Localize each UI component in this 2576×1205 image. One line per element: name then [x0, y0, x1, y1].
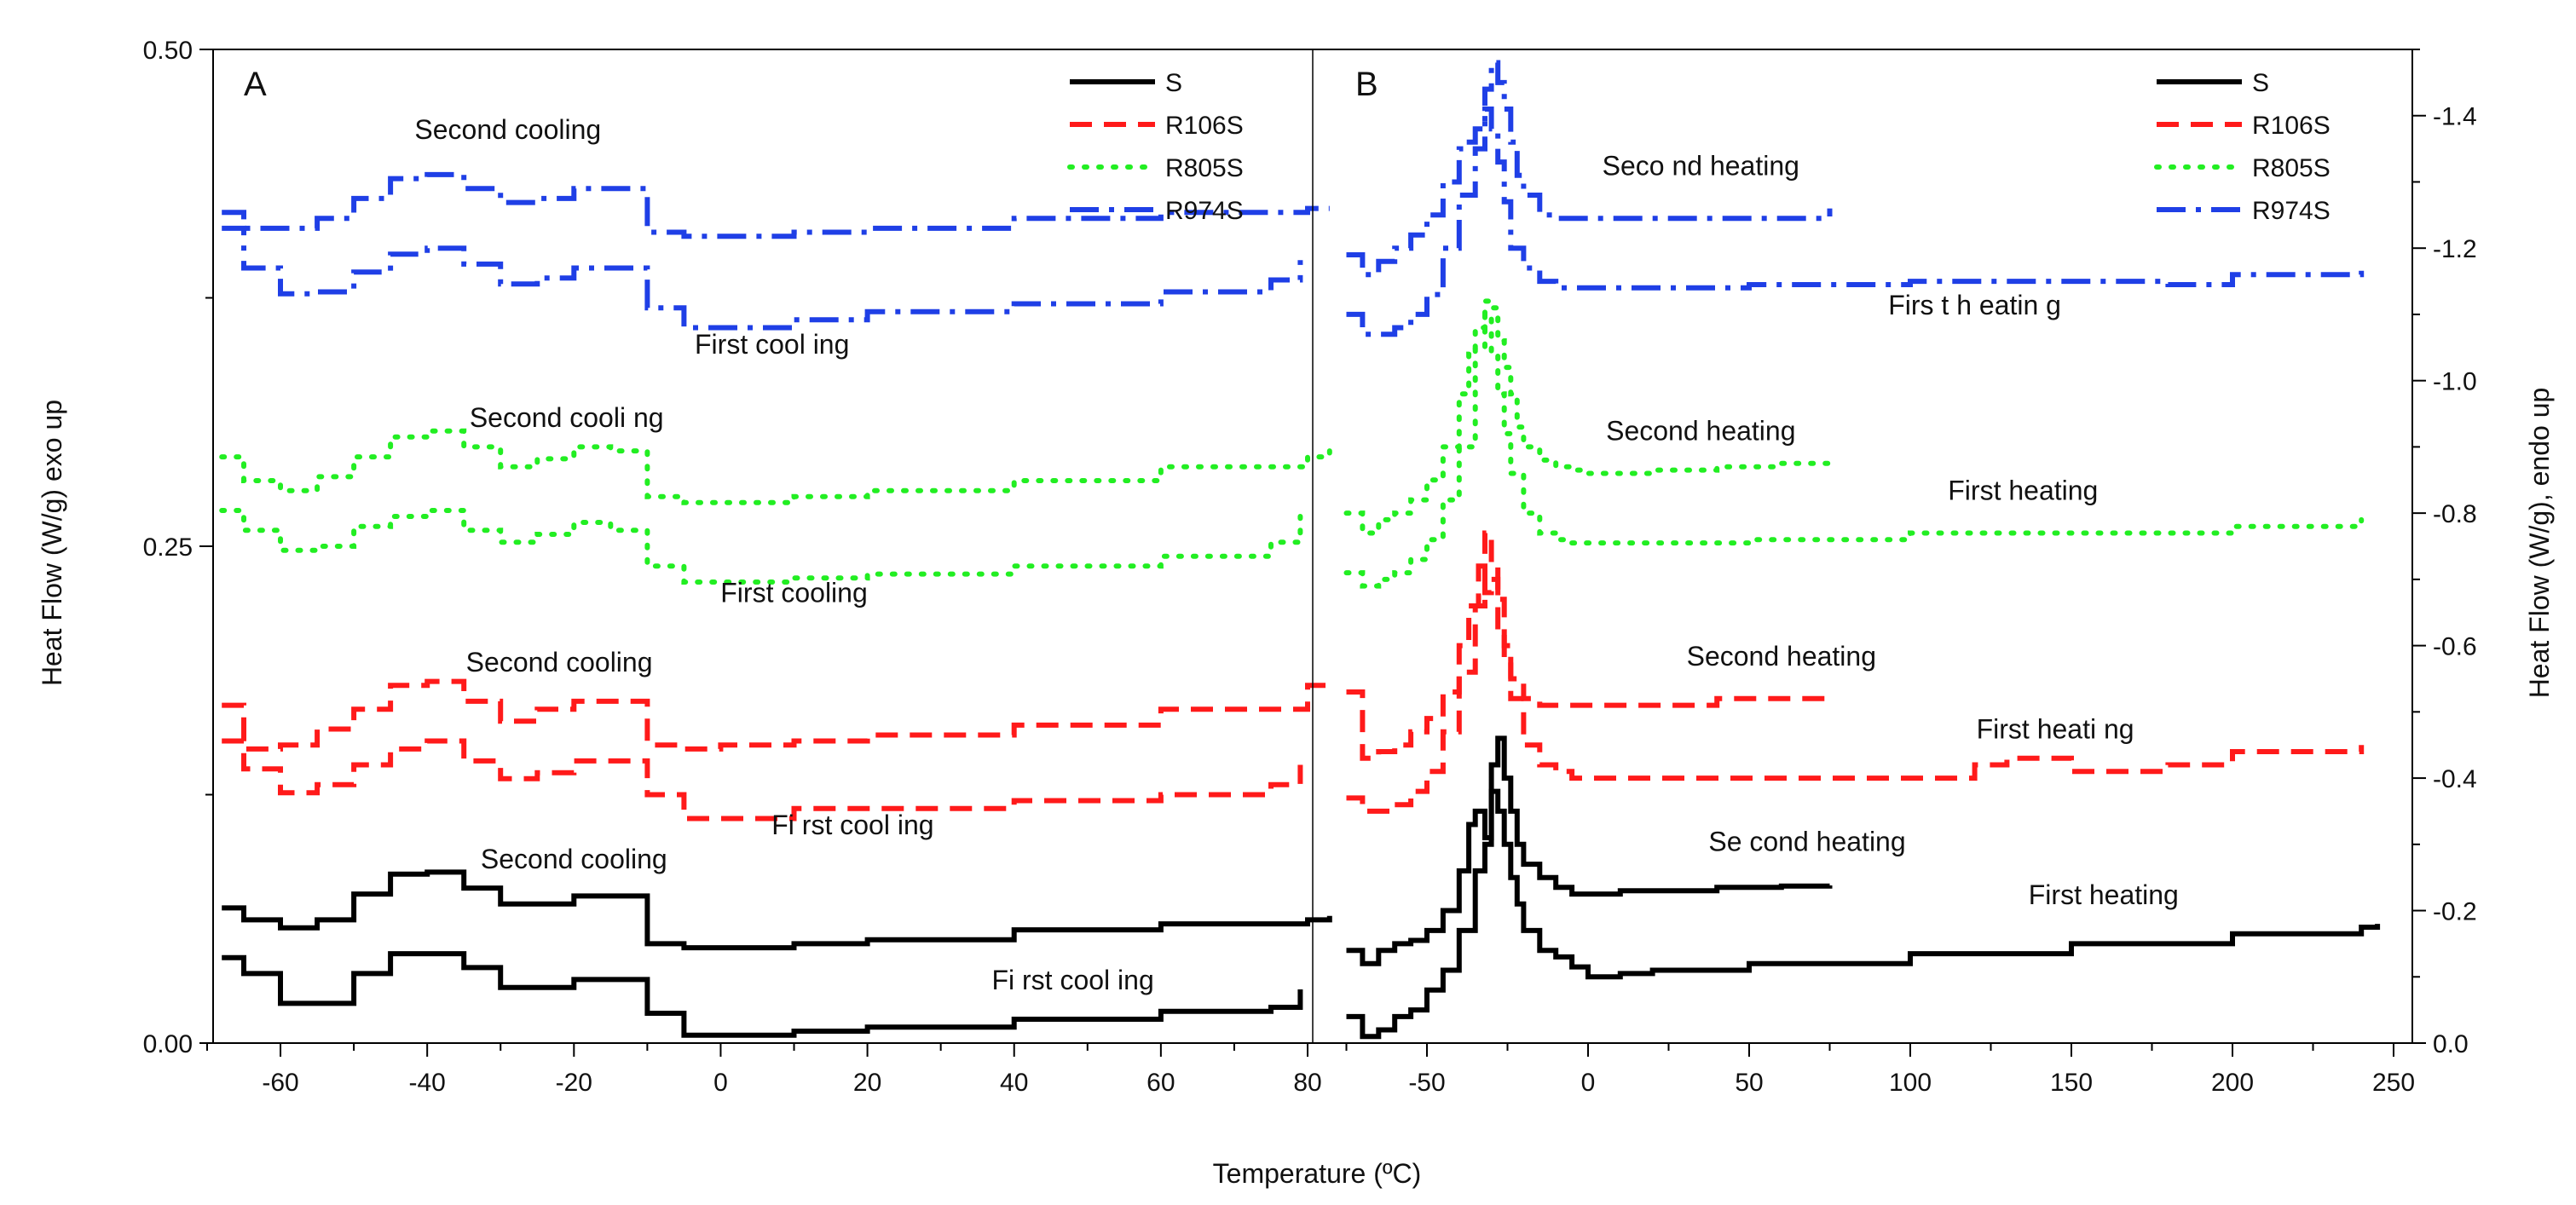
panel-a-y-tick-label: 0.50: [143, 37, 193, 65]
panel-b-series-r106s-second-heating: [1346, 563, 1830, 761]
panel-b-annotation: First heating: [2029, 879, 2179, 910]
panel-a-series-r974s-first-cooling: [222, 225, 1303, 331]
panel-b-y-tick-label: -1.2: [2433, 235, 2477, 263]
panel-b-x-tick-label: 100: [1889, 1069, 1932, 1097]
panel-a-series-r106s-second-cooling: [222, 678, 1332, 752]
panel-a-x-tick-label: 0: [713, 1069, 728, 1097]
panel-b-legend-label-s: S: [2252, 69, 2269, 97]
panel-a-x-tick-label: 80: [1293, 1069, 1321, 1097]
panel-a-letter: A: [244, 66, 267, 103]
panel-b-x-tick-label: 200: [2211, 1069, 2254, 1097]
panel-b-y-tick-label: -1.4: [2433, 103, 2477, 131]
panel-b-x-tick-label: -50: [1408, 1069, 1445, 1097]
panel-b-y-tick-label: -0.4: [2433, 765, 2477, 793]
panel-a-series-r106s-first-cooling: [222, 738, 1303, 822]
panel-a-annotation: First cool ing: [695, 329, 849, 360]
plot-frame: [212, 49, 2413, 1044]
panel-a-annotation: Fi rst cool ing: [771, 810, 933, 840]
panel-a-annotation: Second cooli ng: [470, 402, 664, 433]
panel-b-annotation: Seco nd heating: [1603, 151, 1799, 182]
panel-b-annotation: First heati ng: [1977, 713, 2134, 744]
panel-a-x-tick-label: -60: [262, 1069, 298, 1097]
panel-a-y-tick-label: 0.00: [143, 1030, 193, 1058]
panel-b-series-s-first-heating: [1346, 788, 2381, 1040]
panel-b-y-tick-label: -0.2: [2433, 898, 2477, 926]
panel-b-series-s-second-heating: [1346, 735, 1833, 966]
panel-b-annotation: Firs t h eatin g: [1888, 290, 2061, 320]
panel-b-plot: Seco nd heating Firs t h eatin g Second he…: [1343, 49, 2477, 1097]
panel-a-series-s-second-cooling: [222, 869, 1332, 951]
panel-a-plot: Second cooling First cool ing Second cooli…: [143, 37, 1332, 1097]
y-axis-title-left: Heat Flow (W/g) exo up: [37, 400, 67, 686]
panel-b-y-tick-label: -0.6: [2433, 633, 2477, 661]
panel-b-series-r106s-first-heating: [1346, 530, 2365, 814]
panel-a-x-tick-label: -40: [408, 1069, 445, 1097]
panel-b-annotation: Se cond heating: [1708, 827, 1905, 857]
panel-b-y-tick-label: -1.0: [2433, 368, 2477, 396]
panel-b-series-r974s-first-heating: [1346, 107, 2365, 337]
panel-b-annotation: Second heating: [1606, 416, 1795, 447]
panel-b-series-r805s-second-heating: [1343, 298, 1833, 536]
panel-a-legend-label-s: S: [1165, 69, 1182, 97]
panel-b-y-tick-label: -0.8: [2433, 500, 2477, 528]
panel-a-x-tick-label: 60: [1146, 1069, 1175, 1097]
panel-b-letter: B: [1355, 66, 1378, 103]
panel-a-x-tick-label: -20: [556, 1069, 592, 1097]
panel-b-x-tick-label: 150: [2050, 1069, 2093, 1097]
panel-b-y-tick-label: 0.0: [2433, 1030, 2469, 1058]
panel-b-legend-label-r106s: R106S: [2252, 112, 2331, 140]
panel-b-x-tick-label: 250: [2372, 1069, 2415, 1097]
panel-b-annotation: First heating: [1948, 476, 2098, 506]
panel-a-legend-label-r974s: R974S: [1165, 197, 1244, 225]
panel-b-legend-label-r974s: R974S: [2252, 197, 2331, 225]
panel-a-x-tick-label: 20: [853, 1069, 881, 1097]
panel-b-x-tick-label: 0: [1581, 1069, 1596, 1097]
panel-a-legend-label-r805s: R805S: [1165, 154, 1244, 182]
x-axis-title: Temperature (ºC): [1213, 1158, 1422, 1189]
panel-a-legend-label-r106s: R106S: [1165, 112, 1244, 140]
panel-b-legend-label-r805s: R805S: [2252, 154, 2331, 182]
panel-a-y-tick-label: 0.25: [143, 533, 193, 562]
panel-a-series-r805s-second-cooling: [219, 428, 1332, 505]
panel-b-x-tick-label: 50: [1735, 1069, 1763, 1097]
panel-a-annotation: Second cooling: [481, 844, 667, 874]
panel-b-annotation: Second heating: [1687, 641, 1876, 672]
panel-a-series-r974s-second-cooling: [222, 171, 1330, 239]
panel-b-series-r805s-first-heating: [1343, 311, 2365, 589]
panel-a-annotation: Second cooling: [466, 647, 653, 677]
y-axis-title-right: Heat Flow (W/g), endo up: [2524, 388, 2555, 699]
panel-a-x-tick-label: 40: [1000, 1069, 1028, 1097]
panel-a-annotation: First cooling: [720, 577, 868, 608]
panel-a-annotation: Fi rst cool ing: [991, 965, 1153, 995]
panel-a-series-s-first-cooling: [222, 951, 1303, 1038]
panel-b-series-r974s-second-heating: [1346, 60, 1833, 278]
panel-a-annotation: Second cooling: [414, 114, 601, 145]
panel-a-series-r805s-first-cooling: [219, 508, 1303, 585]
